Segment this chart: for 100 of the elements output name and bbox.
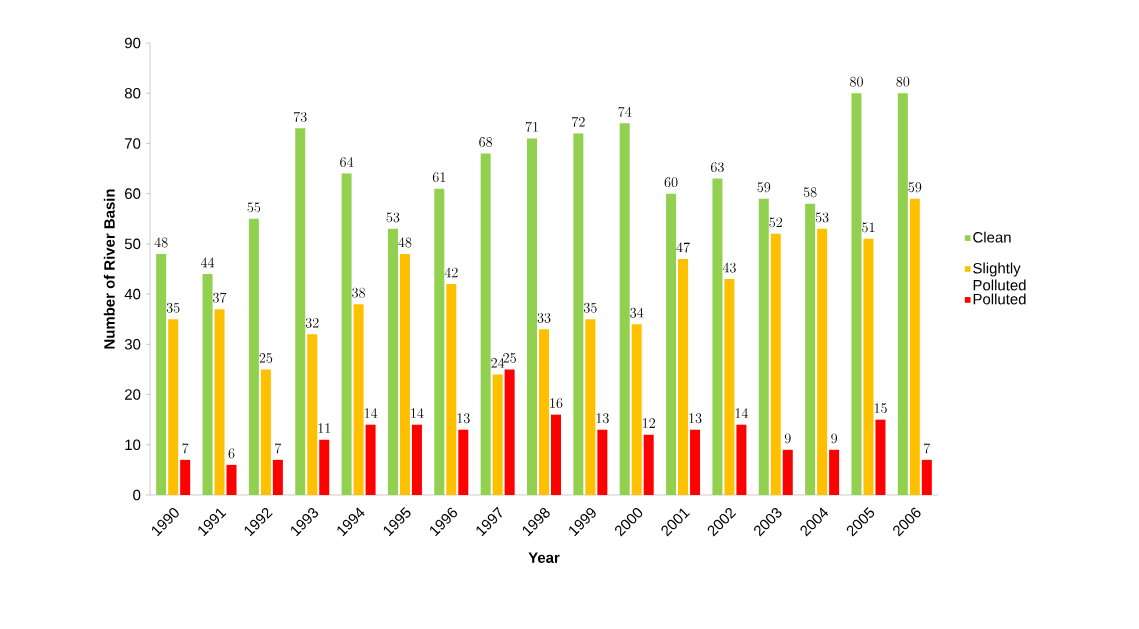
bar bbox=[458, 429, 469, 495]
data-label: 43 bbox=[722, 262, 736, 273]
bar bbox=[492, 374, 503, 495]
bar bbox=[597, 429, 608, 495]
data-label: 7 bbox=[924, 443, 931, 454]
data-label: 80 bbox=[850, 76, 863, 87]
legend-label: Polluted bbox=[973, 293, 1026, 305]
y-tick-label: 0 bbox=[133, 489, 141, 501]
data-label: 14 bbox=[411, 408, 424, 418]
y-tick-label: 80 bbox=[124, 87, 141, 99]
bar bbox=[724, 279, 735, 495]
data-label: 25 bbox=[259, 353, 273, 363]
data-label: 38 bbox=[352, 287, 366, 298]
y-axis-title: Number of River Basin bbox=[103, 189, 115, 349]
data-label: 48 bbox=[154, 237, 168, 248]
data-label: 73 bbox=[294, 111, 307, 122]
data-label: 71 bbox=[525, 121, 538, 132]
data-label: 53 bbox=[815, 212, 829, 223]
y-tick-label: 60 bbox=[125, 188, 141, 199]
bar bbox=[770, 233, 781, 495]
bar bbox=[272, 459, 283, 495]
data-label: 64 bbox=[340, 157, 354, 168]
bar bbox=[863, 238, 874, 495]
y-tick-label: 20 bbox=[125, 389, 141, 400]
bar bbox=[736, 424, 747, 495]
data-label: 58 bbox=[803, 187, 817, 198]
data-label: 74 bbox=[618, 106, 632, 117]
bar bbox=[446, 284, 457, 495]
data-label: 72 bbox=[572, 116, 585, 127]
data-label: 9 bbox=[831, 433, 838, 444]
data-label: 48 bbox=[398, 237, 412, 248]
data-label: 24 bbox=[491, 357, 505, 368]
data-label: 68 bbox=[479, 137, 493, 147]
data-label: 63 bbox=[711, 162, 724, 173]
bar bbox=[909, 198, 920, 495]
data-label: 13 bbox=[457, 413, 470, 424]
data-label: 34 bbox=[630, 307, 644, 318]
data-label: 80 bbox=[896, 76, 910, 87]
y-tick-label: 50 bbox=[124, 238, 141, 250]
y-tick-label: 30 bbox=[124, 339, 141, 350]
data-label: 15 bbox=[874, 403, 887, 414]
data-label: 51 bbox=[862, 222, 875, 233]
data-label: 14 bbox=[735, 408, 749, 418]
y-tick-label: 70 bbox=[125, 138, 141, 149]
bar bbox=[319, 439, 330, 495]
data-label: 35 bbox=[583, 302, 597, 313]
bar bbox=[180, 459, 191, 495]
data-label: 59 bbox=[908, 182, 922, 193]
data-label: 59 bbox=[757, 182, 771, 193]
y-tick-label: 90 bbox=[124, 37, 141, 49]
bar bbox=[168, 319, 179, 495]
bar bbox=[805, 203, 816, 495]
bar bbox=[875, 419, 886, 495]
y-tick-label: 40 bbox=[124, 288, 141, 300]
bar bbox=[365, 424, 376, 495]
data-label: 55 bbox=[247, 202, 261, 213]
bar bbox=[851, 93, 862, 495]
bar bbox=[921, 459, 932, 495]
data-label: 53 bbox=[386, 212, 400, 223]
data-label: 60 bbox=[664, 177, 678, 188]
data-label: 9 bbox=[784, 433, 791, 444]
data-label: 12 bbox=[642, 418, 656, 428]
bar bbox=[341, 173, 352, 495]
bar bbox=[829, 449, 840, 495]
y-tick-label: 10 bbox=[125, 439, 141, 451]
bar bbox=[248, 218, 259, 495]
bar bbox=[897, 93, 908, 495]
data-label: 25 bbox=[503, 353, 516, 363]
bar bbox=[399, 253, 410, 495]
bar bbox=[504, 369, 515, 495]
bar bbox=[539, 329, 549, 495]
data-label: 52 bbox=[769, 217, 783, 228]
legend-label: Clean bbox=[973, 231, 1011, 243]
bar bbox=[387, 228, 398, 495]
data-label: 6 bbox=[228, 448, 235, 459]
bar bbox=[551, 414, 561, 495]
bar bbox=[678, 258, 689, 495]
bar bbox=[758, 198, 769, 495]
bar bbox=[307, 334, 318, 495]
bar bbox=[202, 274, 213, 495]
bar bbox=[260, 369, 271, 495]
data-label: 14 bbox=[364, 408, 378, 418]
data-label: 47 bbox=[676, 242, 690, 253]
data-label: 44 bbox=[200, 257, 215, 268]
x-axis-title: Year bbox=[528, 552, 560, 563]
data-label: 32 bbox=[305, 317, 319, 328]
bar bbox=[631, 324, 642, 495]
bar bbox=[214, 309, 225, 495]
legend-label: Slightly Polluted bbox=[973, 262, 1026, 291]
data-label: 16 bbox=[550, 398, 563, 409]
data-label: 7 bbox=[275, 443, 282, 454]
bar bbox=[585, 319, 596, 495]
data-label: 7 bbox=[182, 443, 189, 454]
bar bbox=[643, 434, 654, 495]
bar bbox=[156, 253, 167, 495]
bar bbox=[295, 128, 306, 495]
bar bbox=[226, 464, 237, 495]
bar bbox=[619, 123, 630, 495]
bar bbox=[411, 424, 422, 495]
data-label: 11 bbox=[318, 423, 331, 433]
